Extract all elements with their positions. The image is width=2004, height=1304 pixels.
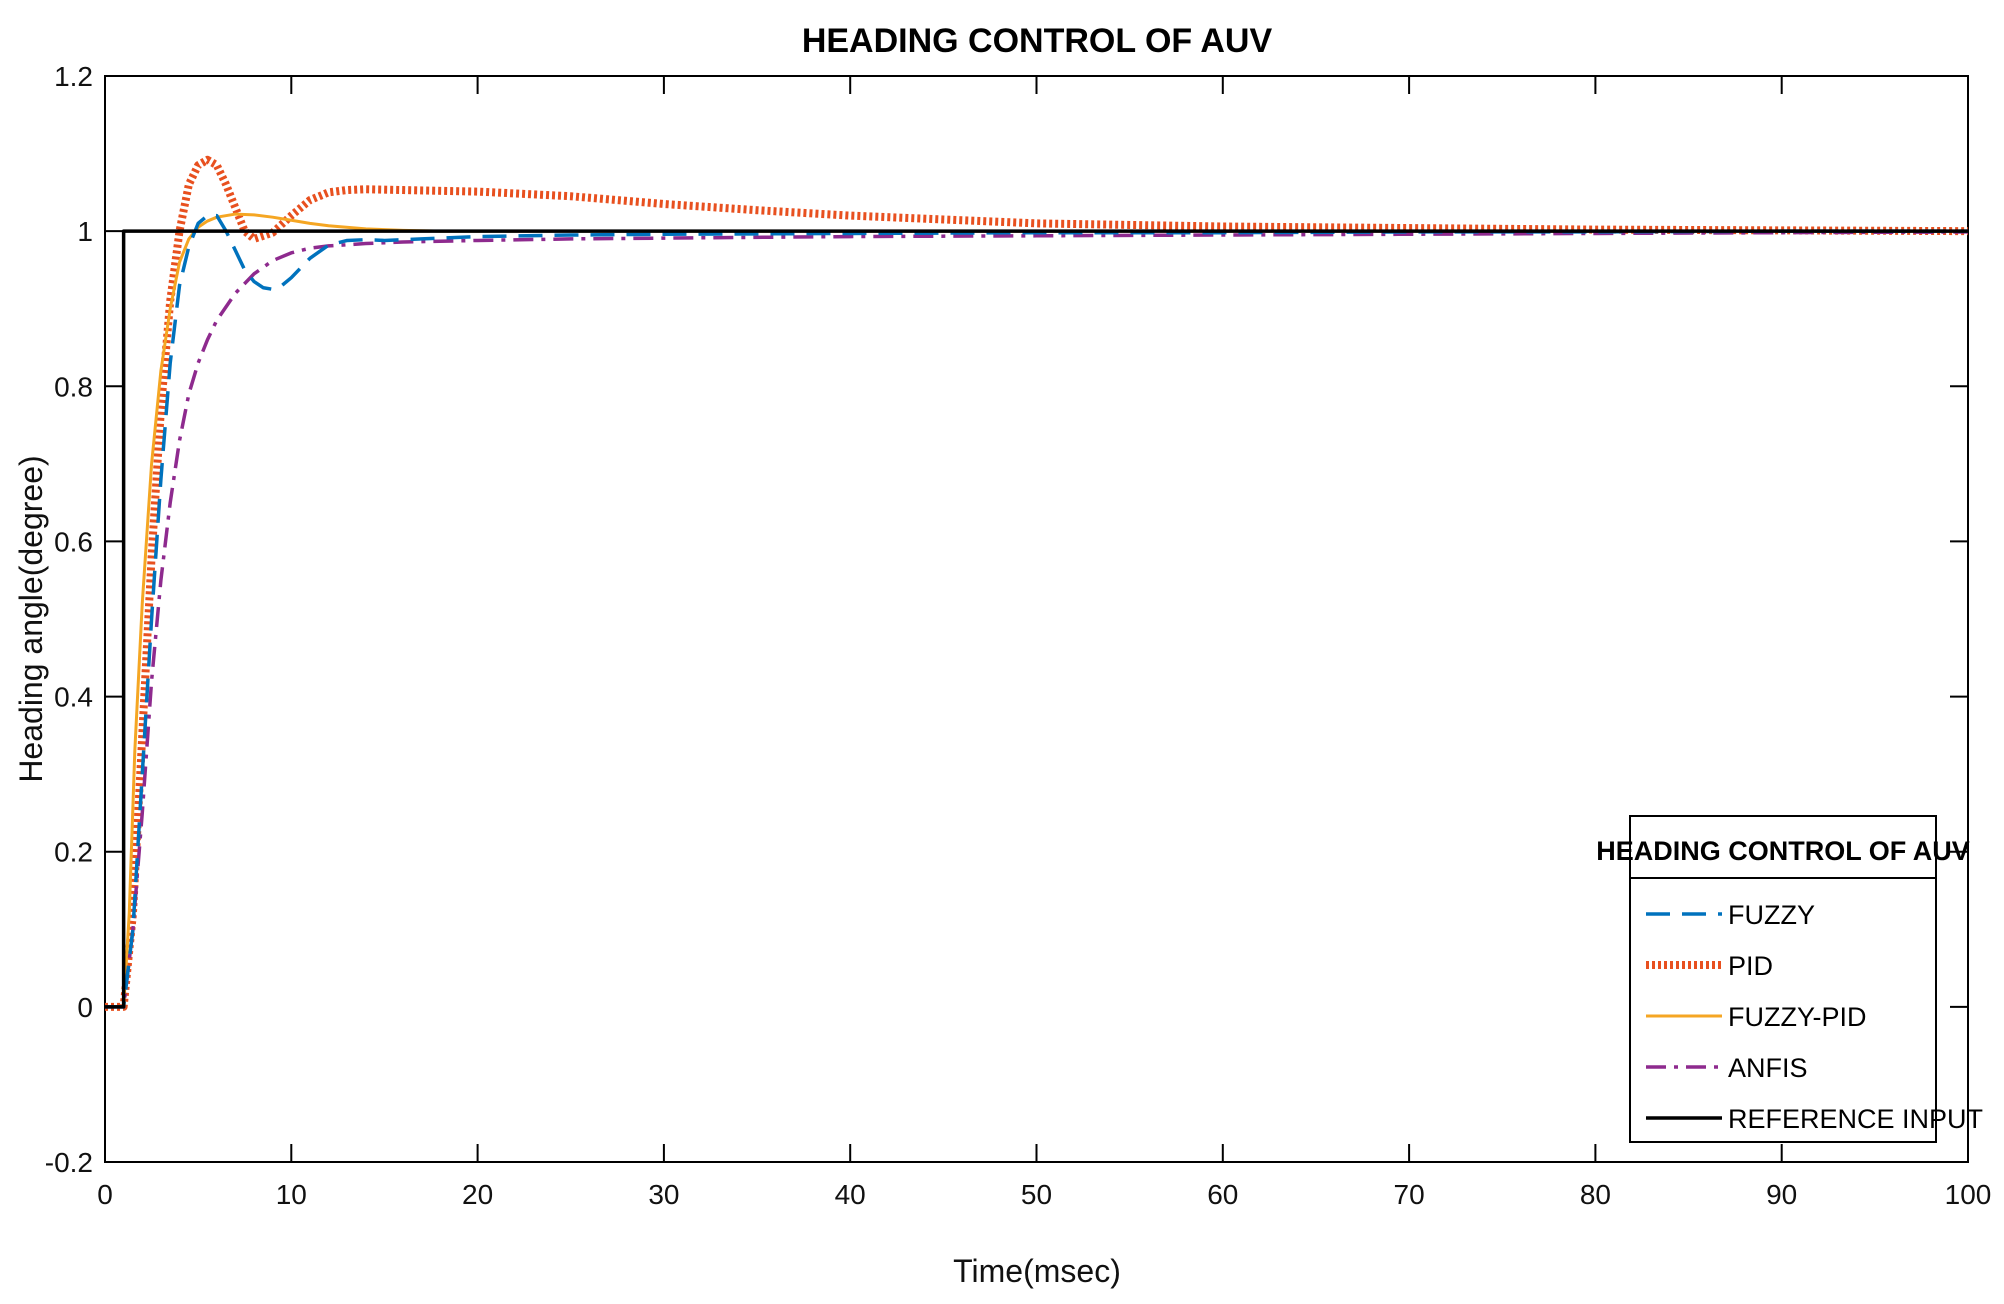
legend-label-anfis: ANFIS bbox=[1728, 1053, 1808, 1083]
x-tick-label: 70 bbox=[1394, 1179, 1425, 1210]
x-tick-label: 30 bbox=[648, 1179, 679, 1210]
y-tick-label: 0.4 bbox=[54, 682, 93, 713]
legend-label-fuzzy-pid: FUZZY-PID bbox=[1728, 1002, 1867, 1032]
x-tick-label: 100 bbox=[1945, 1179, 1992, 1210]
y-tick-label: 1 bbox=[77, 216, 93, 247]
series-line-anfis bbox=[105, 230, 1969, 1009]
chart-title: HEADING CONTROL OF AUV bbox=[802, 22, 1273, 60]
legend-box bbox=[1629, 815, 1937, 1143]
series-layer bbox=[105, 155, 1969, 1011]
y-tick-label: 0.6 bbox=[54, 526, 93, 557]
x-tick-label: 80 bbox=[1580, 1179, 1611, 1210]
axis-ticks: 0 10 20 30 40 50 60 70 80 90 100-0.200.20.40.60.81… bbox=[45, 61, 1992, 1210]
y-axis-label: Heading angle(degree) bbox=[13, 455, 49, 782]
x-tick-label: 50 bbox=[1021, 1179, 1052, 1210]
legend-label-reference-input: REFERENCE INPUT bbox=[1728, 1104, 1983, 1134]
y-tick-label: 0 bbox=[77, 992, 93, 1023]
x-tick-label: 90 bbox=[1766, 1179, 1797, 1210]
series-line-fuzzy bbox=[105, 213, 1968, 1009]
y-tick-label: 1.2 bbox=[54, 61, 93, 92]
legend-entries: FUZZY PID FUZZY-PID ANFIS REFERENCE INPUT bbox=[1646, 900, 1983, 1134]
x-tick-label: 0 bbox=[97, 1179, 113, 1210]
series-line-reference-input bbox=[105, 229, 1968, 1009]
x-tick-label: 40 bbox=[835, 1179, 866, 1210]
x-tick-label: 20 bbox=[462, 1179, 493, 1210]
x-tick-label: 60 bbox=[1207, 1179, 1238, 1210]
x-axis-label: Time(msec) bbox=[953, 1253, 1121, 1289]
y-tick-label: 0.2 bbox=[54, 837, 93, 868]
legend-label-pid: PID bbox=[1728, 951, 1773, 981]
legend: HEADING CONTROL OF AUV FUZZY PID FUZZY-PID… bbox=[1596, 815, 1983, 1143]
legend-label-fuzzy: FUZZY bbox=[1728, 900, 1815, 930]
x-tick-label: 10 bbox=[276, 1179, 307, 1210]
series-line-pid bbox=[105, 155, 1969, 1011]
legend-title: HEADING CONTROL OF AUV bbox=[1596, 836, 1970, 866]
y-tick-label: -0.2 bbox=[45, 1147, 93, 1178]
y-tick-label: 0.8 bbox=[54, 371, 93, 402]
